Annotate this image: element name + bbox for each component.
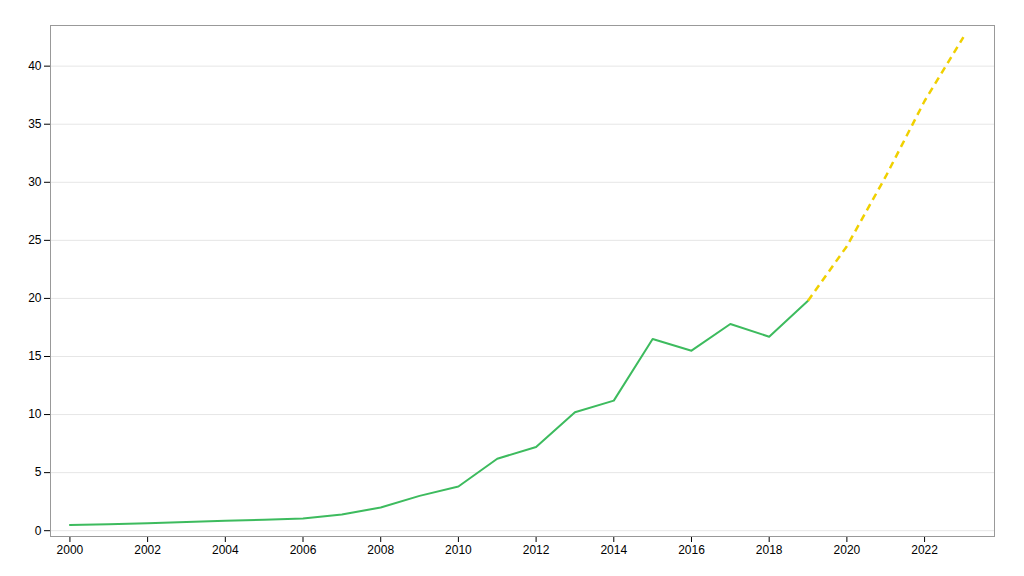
svg-text:5: 5 <box>35 465 42 479</box>
svg-text:2018: 2018 <box>756 543 783 557</box>
svg-text:20: 20 <box>28 291 42 305</box>
svg-text:2016: 2016 <box>678 543 705 557</box>
svg-text:2010: 2010 <box>445 543 472 557</box>
svg-text:2006: 2006 <box>290 543 317 557</box>
svg-text:2020: 2020 <box>834 543 861 557</box>
svg-text:2014: 2014 <box>600 543 627 557</box>
svg-text:2002: 2002 <box>134 543 161 557</box>
svg-text:2004: 2004 <box>212 543 239 557</box>
svg-text:2008: 2008 <box>367 543 394 557</box>
svg-text:2000: 2000 <box>57 543 84 557</box>
svg-text:30: 30 <box>28 175 42 189</box>
svg-text:2022: 2022 <box>911 543 938 557</box>
svg-text:0: 0 <box>35 524 42 538</box>
svg-text:35: 35 <box>28 117 42 131</box>
svg-text:40: 40 <box>28 59 42 73</box>
svg-text:2012: 2012 <box>523 543 550 557</box>
svg-text:15: 15 <box>28 349 42 363</box>
svg-text:25: 25 <box>28 233 42 247</box>
svg-text:10: 10 <box>28 407 42 421</box>
